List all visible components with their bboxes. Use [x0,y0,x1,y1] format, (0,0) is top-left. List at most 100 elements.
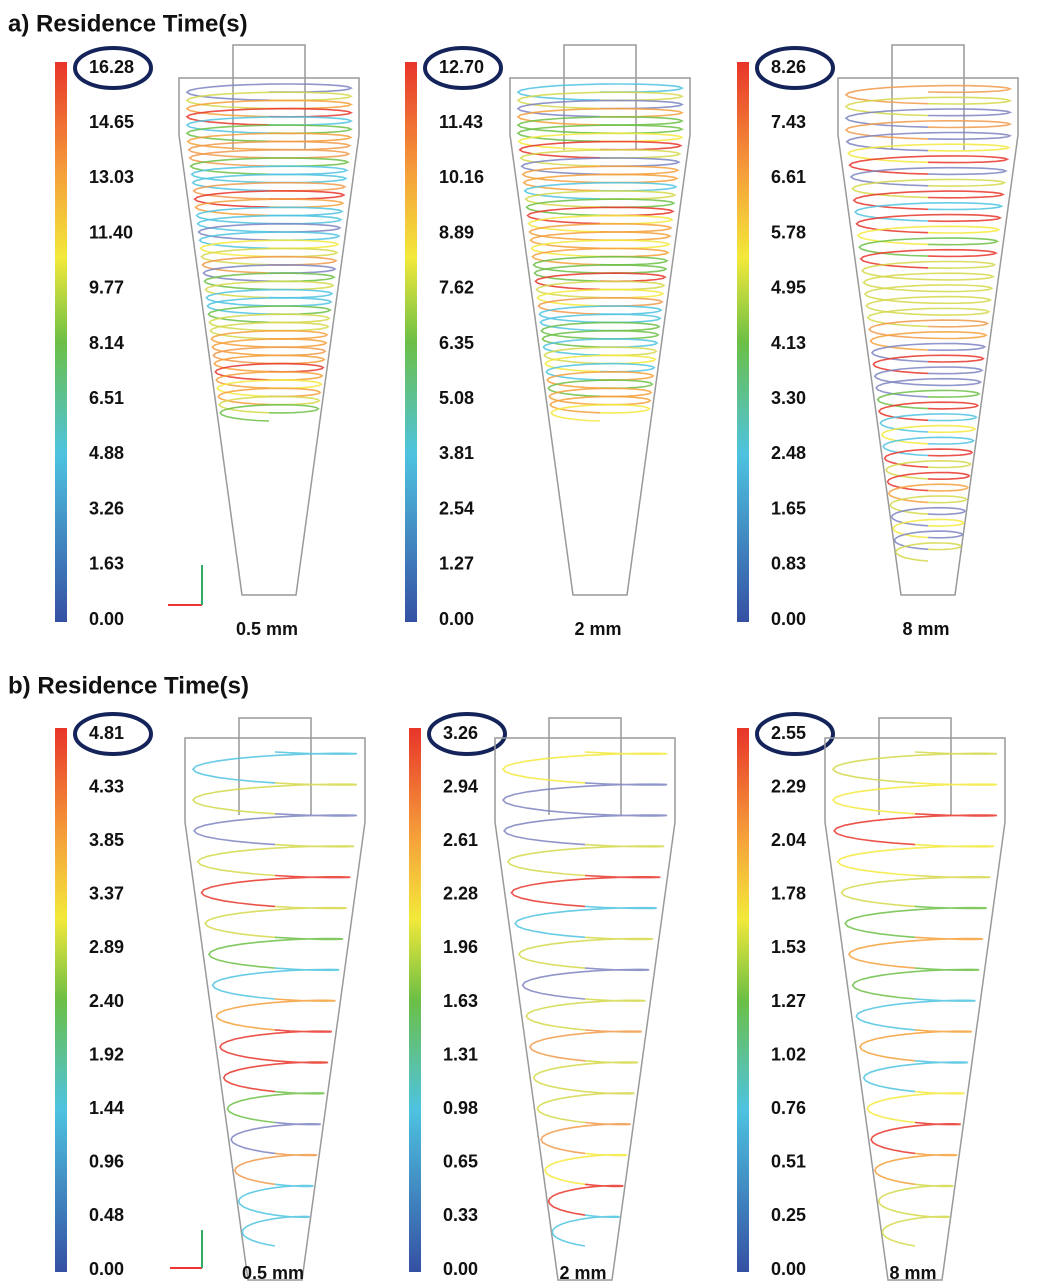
vortex-finder [879,718,951,815]
colorbar-label: 9.77 [89,278,124,298]
size-label: 8 mm [889,1263,936,1283]
trajectory [871,1123,961,1154]
colorbar-label: 2.04 [771,830,806,850]
trajectory [205,906,347,937]
colorbar-label: 11.43 [439,112,483,132]
size-label: 8 mm [902,619,949,639]
colorbar-label: 1.92 [89,1044,124,1064]
colorbar-label: 0.48 [89,1205,124,1225]
colorbar-label: 6.61 [771,167,806,187]
colorbar-label: 0.00 [771,609,806,629]
colorbar-label: 8.89 [439,222,474,242]
colorbar-label: 1.02 [771,1044,806,1064]
vortex-finder [239,718,311,815]
size-label: 2 mm [559,1263,606,1283]
cyclone-outline [510,78,690,595]
trajectory [239,1184,314,1215]
trajectory [882,1215,949,1246]
colorbar-label: 12.70 [439,57,484,77]
colorbar-label: 1.27 [439,554,474,574]
trajectory [849,937,983,968]
trajectory [242,1215,309,1246]
trajectory [220,1030,332,1061]
size-label: 0.5 mm [236,619,298,639]
colorbar-label: 6.51 [89,388,124,408]
colorbar-label: 1.31 [443,1044,478,1064]
colorbar-label: 4.95 [771,278,806,298]
colorbar-label: 2.48 [771,443,806,463]
colorbar-label: 3.26 [89,498,124,518]
colorbar-label: 3.37 [89,884,124,904]
trajectory [523,968,650,999]
colorbar-label: 2.54 [439,498,474,518]
colorbar-label: 1.44 [89,1098,124,1118]
colorbar-label: 16.28 [89,57,134,77]
colorbar-label: 6.35 [439,333,474,353]
colorbar-label: 11.40 [89,222,133,242]
trajectory [508,845,664,876]
colorbar-label: 1.63 [89,554,124,574]
colorbar-label: 1.96 [443,937,478,957]
trajectory [198,845,354,876]
trajectory [220,405,318,421]
trajectory [194,814,357,845]
colorbar-label: 10.16 [439,167,484,187]
colorbar-label: 3.30 [771,388,806,408]
trajectory [833,783,997,814]
trajectory [856,999,975,1030]
trajectory [530,1030,642,1061]
trajectory [227,1092,324,1123]
trajectory [213,968,340,999]
colorbar-label: 2.28 [443,884,478,904]
trajectory [541,1123,631,1154]
trajectory [515,906,657,937]
colorbar-label: 4.81 [89,723,124,743]
colorbar [409,728,421,1272]
colorbar-label: 5.78 [771,222,806,242]
size-label: 2 mm [574,619,621,639]
trajectory [833,752,997,783]
trajectory [503,783,667,814]
trajectory [537,1092,634,1123]
trajectory [193,783,357,814]
colorbar-label: 0.76 [771,1098,806,1118]
colorbar-label: 0.00 [89,1259,124,1279]
colorbar-label: 1.53 [771,937,806,957]
trajectory [504,814,667,845]
colorbar-label: 1.27 [771,991,806,1011]
trajectory [193,752,357,783]
colorbar-label: 7.62 [439,278,474,298]
colorbar-label: 2.29 [771,776,806,796]
trajectory [834,814,997,845]
trajectory [534,1061,638,1092]
colorbar-label: 3.81 [439,443,474,463]
colorbar-label: 4.88 [89,443,124,463]
colorbar-label: 5.08 [439,388,474,408]
trajectory [235,1153,317,1184]
colorbar-label: 14.65 [89,112,134,132]
trajectory [842,876,991,907]
trajectory [519,937,653,968]
colorbar-label: 0.00 [89,609,124,629]
colorbar [737,62,749,622]
trajectory [860,1030,972,1061]
trajectory [526,999,645,1030]
colorbar [737,728,749,1272]
colorbar-label: 0.83 [771,554,806,574]
trajectory [853,968,980,999]
section-title: a) Residence Time(s) [8,10,248,37]
colorbar-label: 7.43 [771,112,806,132]
cyclone-outline [185,738,365,1280]
figure: a) Residence Time(s)16.2814.6513.0311.40… [0,0,1048,1287]
colorbar-label: 0.00 [443,1259,478,1279]
colorbar [55,728,67,1272]
colorbar-label: 1.63 [443,991,478,1011]
colorbar-label: 2.61 [443,830,478,850]
axis-triad [168,565,202,1268]
colorbar-label: 0.65 [443,1152,478,1172]
cyclone-outline [495,738,675,1280]
trajectory [875,1153,957,1184]
trajectory [512,876,661,907]
cyclone-outline [179,78,359,595]
trajectory [845,906,987,937]
